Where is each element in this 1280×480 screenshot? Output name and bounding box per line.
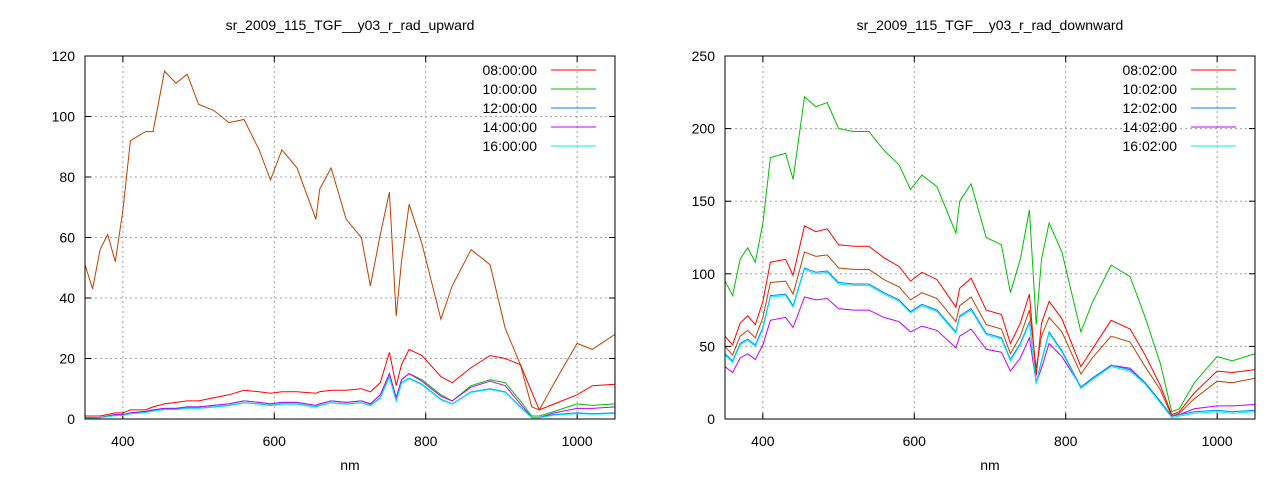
y-tick-label: 0 (67, 411, 75, 427)
legend-label: 16:02:00 (1123, 138, 1178, 154)
series-line-08-02-00 (725, 225, 1255, 416)
legend-label: 12:00:00 (483, 100, 538, 116)
y-tick-label: 150 (692, 193, 716, 209)
series-line-unlabeled (725, 251, 1255, 417)
series-line-12-02-00 (725, 267, 1255, 417)
series-line-12-00-00 (85, 375, 615, 419)
series-line-16-00-00 (85, 375, 615, 419)
series-line-14-00-00 (85, 372, 615, 418)
legend-label: 12:02:00 (1123, 100, 1178, 116)
y-tick-label: 60 (59, 230, 75, 246)
y-tick-label: 250 (692, 48, 716, 64)
upward-radiance-chart: sr_2009_115_TGF__y03_r_rad_upward nm 400… (52, 17, 616, 473)
y-tick-label: 120 (52, 48, 76, 64)
x-tick-label: 600 (903, 433, 927, 449)
y-tick-label: 100 (692, 266, 716, 282)
legend-label: 08:00:00 (483, 62, 538, 78)
series-line-08-00-00 (85, 348, 615, 417)
y-tick-label: 50 (699, 338, 715, 354)
y-tick-label: 200 (692, 121, 716, 137)
legend-label: 10:00:00 (483, 81, 538, 97)
x-tick-label: 400 (751, 433, 775, 449)
legend-label: 14:00:00 (483, 119, 538, 135)
x-axis-label: nm (980, 457, 999, 473)
y-tick-label: 100 (52, 109, 76, 125)
chart-title: sr_2009_115_TGF__y03_r_rad_upward (226, 17, 475, 33)
chart-title: sr_2009_115_TGF__y03_r_rad_downward (857, 17, 1124, 33)
x-tick-label: 800 (414, 433, 438, 449)
x-tick-label: 800 (1054, 433, 1078, 449)
y-tick-label: 80 (59, 169, 75, 185)
y-tick-label: 0 (707, 411, 715, 427)
x-tick-label: 1000 (1202, 433, 1233, 449)
y-tick-label: 40 (59, 290, 75, 306)
x-tick-label: 400 (111, 433, 135, 449)
x-axis-label: nm (340, 457, 359, 473)
series-line-10-00-00 (85, 372, 615, 418)
x-tick-label: 600 (263, 433, 287, 449)
legend-label: 10:02:00 (1123, 81, 1178, 97)
x-tick-label: 1000 (562, 433, 593, 449)
series-line-unlabeled (85, 70, 615, 411)
series-line-10-02-00 (725, 95, 1255, 413)
series-line-14-02-00 (725, 296, 1255, 417)
downward-radiance-chart: sr_2009_115_TGF__y03_r_rad_downward nm 4… (692, 17, 1256, 473)
legend-label: 16:00:00 (483, 138, 538, 154)
legend-label: 14:02:00 (1123, 119, 1178, 135)
series-line-16-02-00 (725, 268, 1255, 419)
plot-frame (84, 55, 616, 420)
legend-label: 08:02:00 (1123, 62, 1178, 78)
y-tick-label: 20 (59, 351, 75, 367)
plot-frame (724, 55, 1256, 420)
